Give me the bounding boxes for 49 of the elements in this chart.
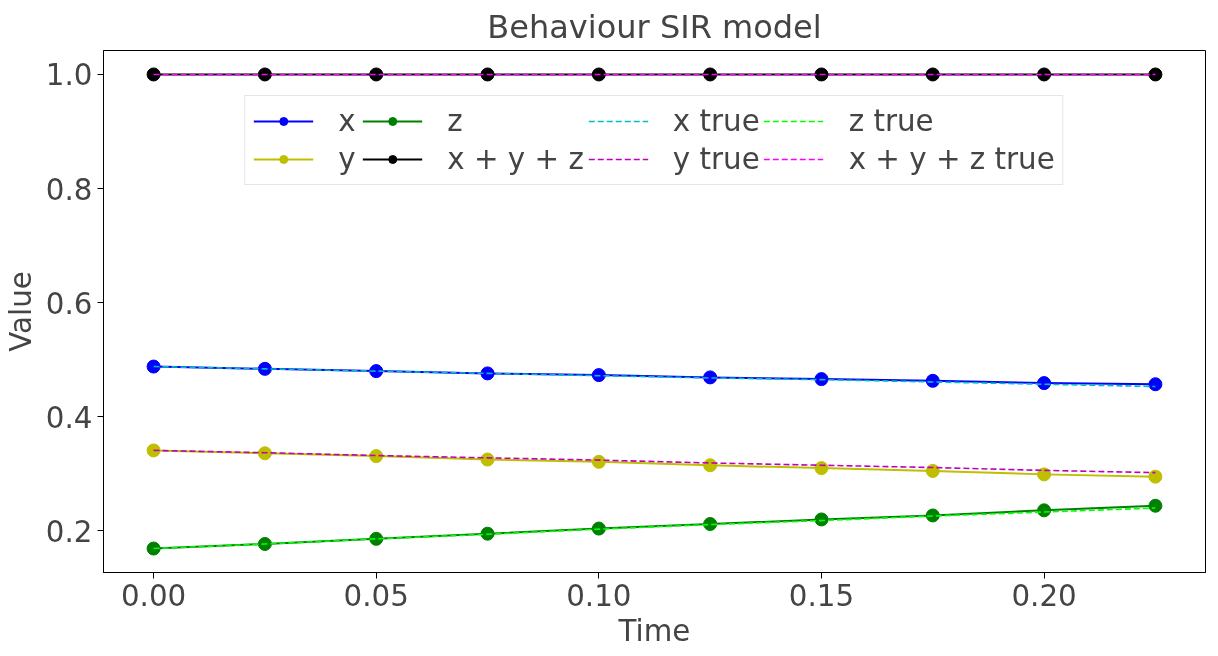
point <box>480 526 495 541</box>
x-tick-label: 0.15 <box>788 578 855 613</box>
y-axis-title: Value <box>3 271 38 352</box>
point <box>146 67 161 82</box>
point <box>257 67 272 82</box>
point <box>925 67 940 82</box>
y-tick-label: 0.6 <box>45 286 93 321</box>
point <box>480 67 495 82</box>
point <box>591 368 606 383</box>
chart-title: Behaviour SIR model <box>487 7 822 46</box>
point <box>1037 67 1052 82</box>
point <box>369 449 384 464</box>
point <box>146 443 161 458</box>
point <box>703 67 718 82</box>
y-tick-label: 0.8 <box>45 172 93 207</box>
x-tick-label: 0.05 <box>343 578 409 613</box>
point <box>1037 467 1052 482</box>
point <box>146 541 161 556</box>
x-tick-label: 0.00 <box>120 578 187 613</box>
point <box>591 67 606 82</box>
point <box>814 67 829 82</box>
legend-label: x + y + z <box>447 142 584 176</box>
x-tick-label: 0.10 <box>566 578 632 613</box>
point <box>1148 67 1163 82</box>
point <box>925 463 940 478</box>
y-tick-label: 0.2 <box>45 514 93 549</box>
point <box>1148 498 1163 513</box>
legend-label: y <box>338 142 357 176</box>
y-tick-label: 1.0 <box>45 58 93 93</box>
x-axis-title: Time <box>617 613 691 648</box>
point <box>814 512 829 527</box>
y-tick-label: 0.4 <box>45 400 93 435</box>
point <box>480 366 495 381</box>
legend-label: y true <box>672 142 760 176</box>
point <box>369 67 384 82</box>
legend-label: z <box>447 104 464 138</box>
legend-label: x true <box>672 104 760 138</box>
legend-label: x <box>338 104 357 138</box>
legend-label: z true <box>848 104 934 138</box>
point <box>703 517 718 531</box>
point <box>1148 377 1163 392</box>
point <box>257 446 272 461</box>
point <box>146 359 161 374</box>
point <box>814 372 829 387</box>
point <box>257 361 272 376</box>
point <box>814 461 829 476</box>
legend-label: x + y + z true <box>848 142 1055 176</box>
point <box>1148 469 1163 484</box>
x-tick-label: 0.20 <box>1011 578 1077 613</box>
